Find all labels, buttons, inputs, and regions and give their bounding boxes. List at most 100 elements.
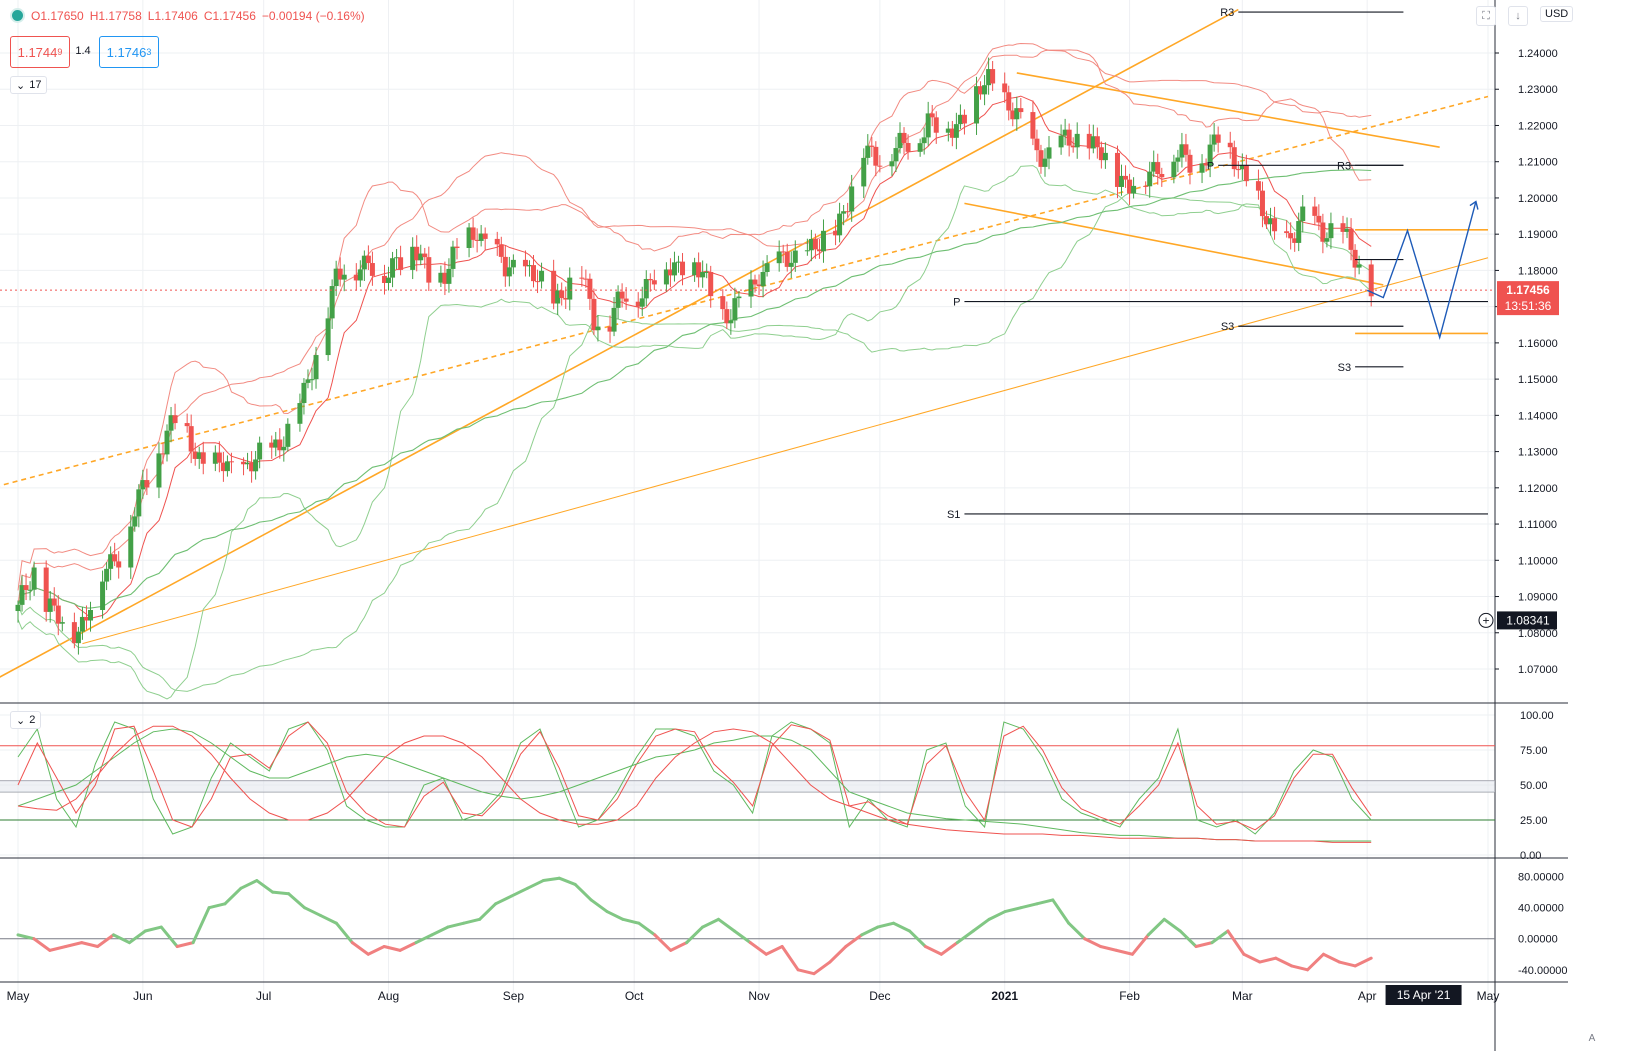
candle-body (708, 271, 714, 297)
scroll-down-icon[interactable]: ↓ (1508, 6, 1528, 26)
time-tick-label: Jun (133, 989, 152, 1003)
oscillator-segment (255, 879, 275, 894)
candle-body (422, 253, 428, 258)
oscillator-segment (605, 910, 625, 921)
oscillator-segment (223, 886, 243, 906)
candle-body (1268, 218, 1274, 225)
candle-body (27, 589, 33, 591)
candle-body (228, 461, 234, 463)
candle-body (1255, 181, 1261, 191)
buy-button[interactable]: 1.1746 3 (99, 36, 159, 68)
candle-body (639, 298, 645, 307)
pivot-label: S3 (1221, 321, 1234, 333)
pane-indicators-toggle[interactable]: ⌄ 2 (10, 711, 42, 729)
fullscreen-icon[interactable]: ⛶ (1476, 6, 1496, 26)
candle-body (1006, 92, 1012, 111)
oscillator-segment (143, 925, 163, 933)
candle-body (1263, 216, 1269, 225)
oscillator-segment (685, 925, 705, 945)
price-tick-label: 1.20000 (1518, 193, 1558, 205)
candle-body (869, 145, 875, 147)
price-tick-label: 1.21000 (1518, 157, 1558, 169)
candle-body (531, 265, 537, 282)
oscillator-segment (1321, 952, 1341, 964)
candle-body (337, 268, 343, 280)
candle-body (567, 277, 573, 300)
candle-body (172, 415, 178, 424)
close-value: C1.17456 (203, 8, 256, 23)
stoch-tick-label: 0.00 (1520, 850, 1541, 862)
oscillator-segment (669, 941, 689, 952)
oscillator-segment (1067, 921, 1087, 941)
candle-body (164, 430, 170, 455)
upper-band-long (17, 42, 1372, 605)
candle-body (285, 423, 291, 447)
candle-body (502, 256, 508, 277)
status-dot-icon (10, 8, 25, 23)
candle-body (140, 480, 146, 490)
auto-scale-button[interactable]: A (1588, 1032, 1596, 1044)
stoch-tick-label: 75.00 (1520, 745, 1548, 757)
candle-body (1348, 228, 1354, 250)
pivot-label: R3 (1220, 7, 1234, 19)
candle-body (587, 278, 593, 299)
oscillator-segment (892, 921, 912, 933)
arrow-head-icon (1469, 200, 1479, 210)
candle-body (526, 265, 532, 267)
candle-body (978, 86, 984, 95)
price-tick-label: 1.10000 (1518, 555, 1558, 567)
candle-body (720, 296, 726, 310)
ask-price: 1.1746 (106, 44, 147, 60)
price-tick-label: 1.09000 (1518, 592, 1558, 604)
sell-button[interactable]: 1.1744 9 (10, 36, 70, 68)
candle-body (861, 157, 867, 187)
candle-body (1102, 152, 1108, 161)
low-value: L1.17406 (147, 8, 198, 23)
candle-body (329, 286, 335, 319)
candle-body (1187, 154, 1193, 173)
candle-body (865, 145, 871, 158)
candle-body (974, 86, 980, 124)
currency-selector[interactable]: USD (1540, 6, 1574, 22)
candle-body (1147, 171, 1153, 187)
oscillator-segment (271, 890, 291, 896)
candle-body (216, 452, 222, 463)
time-tick-label: Feb (1119, 989, 1140, 1003)
candle-body (116, 561, 122, 568)
candle-body (414, 246, 420, 261)
change-value: −0.00194 (−0.16%) (261, 8, 365, 23)
candle-body (897, 132, 903, 149)
candle-body (804, 250, 810, 252)
candle-body (281, 446, 287, 451)
indicator-count: 17 (29, 79, 42, 91)
candle-body (1203, 163, 1209, 166)
oscillator-segment (939, 941, 959, 956)
candle-body (510, 259, 516, 268)
candle-body (535, 281, 541, 283)
oscillator-segment (1353, 956, 1373, 968)
candle-body (494, 238, 500, 245)
candle-body (184, 423, 190, 427)
price-tick-label: 1.13000 (1518, 447, 1558, 459)
oscillator-segment (1210, 929, 1230, 945)
oscillator-segment (398, 941, 418, 952)
candle-body (522, 259, 528, 267)
oscillator-segment (414, 933, 434, 945)
oscillator-segment (1051, 898, 1071, 925)
moving-average-slow (17, 169, 1372, 609)
indicators-toggle[interactable]: ⌄ 17 (10, 76, 48, 94)
price-tick-label: 1.08000 (1518, 628, 1558, 640)
oscillator-segment (1274, 956, 1294, 968)
oscillator-segment (1083, 937, 1103, 949)
candle-body (474, 239, 480, 241)
osc-tick-label: 80.00000 (1518, 872, 1564, 884)
date-label: 15 Apr '21 (1397, 988, 1451, 1002)
time-tick-label: Oct (625, 989, 644, 1003)
candle-body (1062, 129, 1068, 136)
chevron-down-icon: ⌄ (16, 714, 26, 727)
candle-body (776, 251, 782, 264)
oscillator-segment (430, 925, 450, 937)
oscillator-segment (1114, 948, 1134, 956)
candle-body (357, 269, 363, 281)
